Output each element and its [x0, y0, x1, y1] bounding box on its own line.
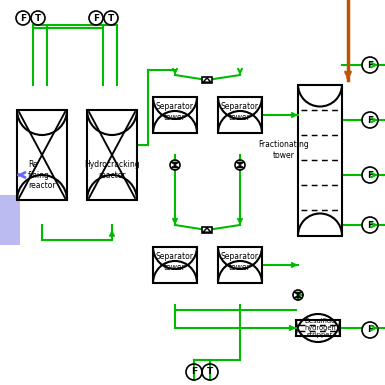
Text: T: T	[207, 368, 213, 377]
Text: Fractionating
tower: Fractionating tower	[258, 140, 309, 160]
Bar	[202, 77, 213, 83]
Text: F: F	[367, 116, 373, 124]
Bar	[298, 84, 342, 236]
Text: Separator
tower: Separator tower	[221, 252, 259, 272]
Polygon shape	[294, 295, 302, 298]
Text: T: T	[108, 13, 114, 22]
Bar	[296, 320, 340, 336]
Text: Separator
tower: Separator tower	[156, 102, 194, 122]
Bar	[0, 195, 20, 245]
Text: F: F	[367, 221, 373, 229]
Text: F: F	[367, 60, 373, 70]
Text: Desulfide
hydrogen
stripper: Desulfide hydrogen stripper	[304, 318, 336, 338]
Text: F: F	[367, 171, 373, 179]
Bar	[202, 227, 213, 233]
Polygon shape	[236, 162, 244, 165]
Polygon shape	[171, 165, 179, 168]
Text: Re
fining
reactor: Re fining reactor	[28, 160, 56, 190]
Polygon shape	[171, 162, 179, 165]
Text: Separator
tower: Separator tower	[221, 102, 259, 122]
Bar	[87, 110, 137, 200]
Text: F: F	[367, 325, 373, 335]
Text: F: F	[191, 368, 197, 377]
Bar	[17, 110, 67, 200]
Text: F: F	[20, 13, 26, 22]
Polygon shape	[294, 292, 302, 295]
Bar	[218, 247, 262, 283]
Polygon shape	[236, 165, 244, 168]
Bar	[153, 247, 197, 283]
Bar	[153, 97, 197, 133]
Text: F: F	[93, 13, 99, 22]
Bar	[218, 97, 262, 133]
Text: Hydrocracking
reactor: Hydrocracking reactor	[84, 160, 140, 180]
Text: T: T	[35, 13, 41, 22]
Text: Separator
tower: Separator tower	[156, 252, 194, 272]
